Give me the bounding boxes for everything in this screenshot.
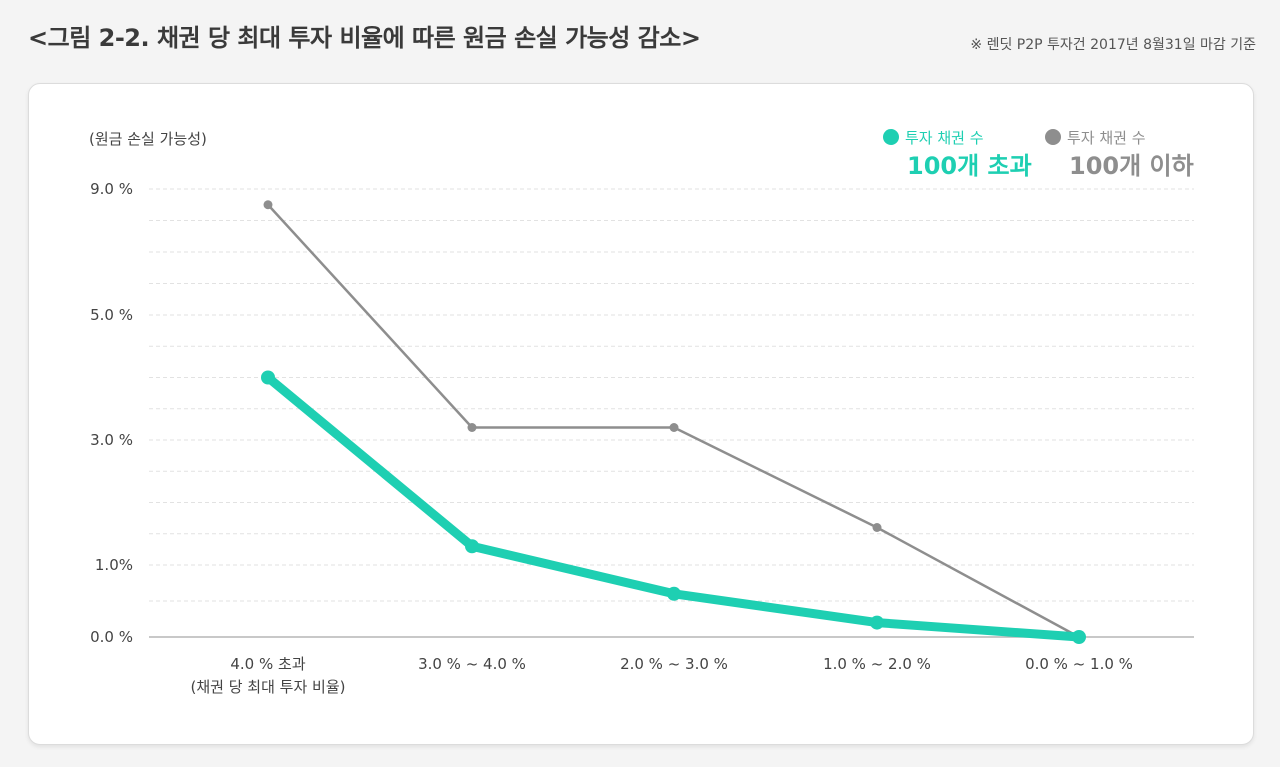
x-axis-title: (채권 당 최대 투자 비율) [191, 678, 346, 696]
data-point-under-100 [872, 523, 882, 532]
data-point-under-100 [467, 423, 477, 432]
data-point-over-100 [667, 586, 681, 601]
data-point-under-100 [263, 200, 273, 210]
data-point-under-100 [669, 423, 679, 432]
x-tick-label: 4.0 % 초과 [230, 655, 305, 673]
x-tick-label: 0.0 % ~ 1.0 % [1025, 655, 1133, 673]
x-tick-label: 3.0 % ~ 4.0 % [418, 655, 526, 673]
figure-title: <그림 2-2. 채권 당 최대 투자 비율에 따른 원금 손실 가능성 감소> [28, 24, 701, 52]
y-tick-label: 1.0% [95, 556, 133, 574]
data-point-over-100 [465, 539, 479, 554]
x-tick-label: 2.0 % ~ 3.0 % [620, 655, 728, 673]
legend-value-over-100: 100개 초과 [907, 152, 1032, 180]
legend-label-over-100: 투자 채권 수 [905, 129, 984, 147]
legend-dot-under-100 [1045, 129, 1061, 145]
y-tick-label: 3.0 % [90, 431, 133, 449]
chart-card: 0.0 % 1.0% 3.0 % 5.0 % 9.0 % (원금 손실 가능성) 4.0 %… [28, 83, 1254, 745]
data-point-over-100 [870, 615, 884, 630]
legend-value-under-100: 100개 이하 [1069, 152, 1194, 180]
source-note: ※ 렌딧 P2P 투자건 2017년 8월31일 마감 기준 [970, 37, 1256, 53]
x-tick-label: 1.0 % ~ 2.0 % [823, 655, 931, 673]
y-tick-label: 5.0 % [90, 306, 133, 324]
y-tick-label: 9.0 % [90, 180, 133, 198]
y-tick-label: 0.0 % [90, 628, 133, 646]
line-chart: 0.0 % 1.0% 3.0 % 5.0 % 9.0 % (원금 손실 가능성) 4.0 %… [89, 129, 1194, 696]
legend-label-under-100: 투자 채권 수 [1067, 129, 1146, 147]
y-axis-title: (원금 손실 가능성) [89, 130, 207, 148]
series-line-under-100 [266, 203, 1081, 639]
data-point-over-100 [261, 370, 275, 385]
legend-dot-over-100 [883, 129, 899, 145]
data-point-over-100 [1072, 630, 1086, 644]
